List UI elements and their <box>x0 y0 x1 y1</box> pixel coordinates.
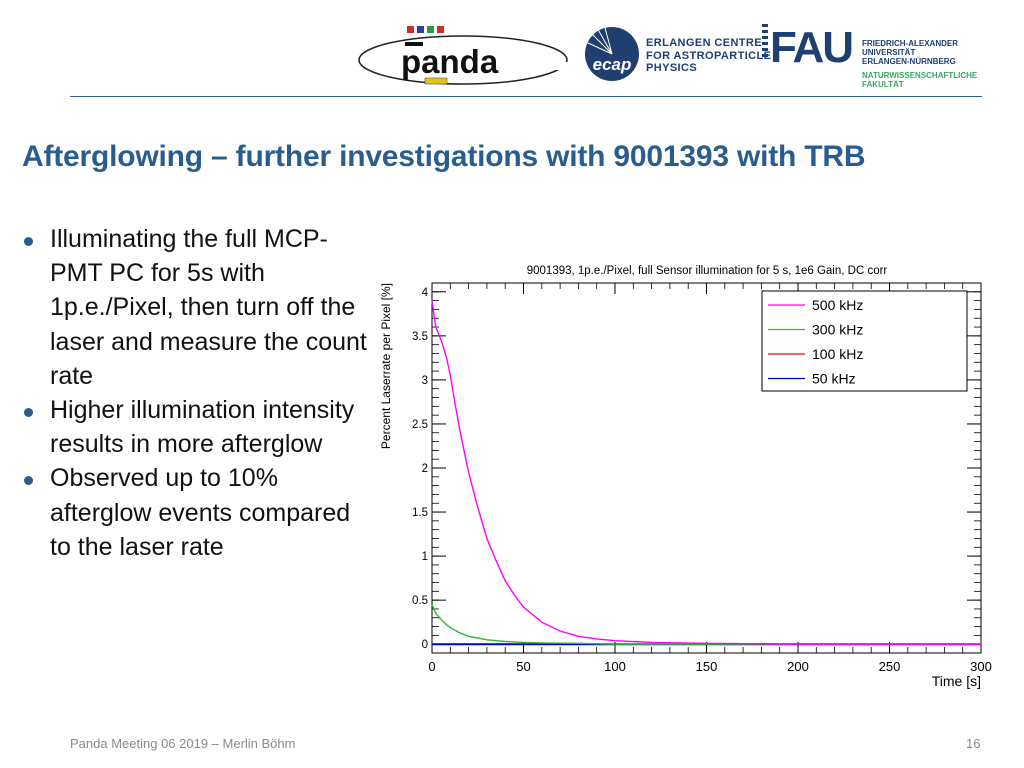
x-tick-label: 0 <box>428 659 435 674</box>
x-tick-label: 250 <box>879 659 901 674</box>
x-tick-label: 50 <box>516 659 530 674</box>
afterglow-chart: 9001393, 1p.e./Pixel, full Sensor illumi… <box>379 265 992 689</box>
bullet-item: Higher illumination intensity results in… <box>22 393 372 461</box>
x-tick-label: 150 <box>696 659 718 674</box>
header-rule <box>70 96 982 97</box>
legend-label: 100 kHz <box>812 346 863 362</box>
y-axis-label: Percent Laserrate per Pixel [%] <box>379 283 393 449</box>
x-axis-label: Time [s] <box>932 673 981 689</box>
x-tick-label: 100 <box>604 659 626 674</box>
slide-title: Afterglowing – further investigations wi… <box>22 140 866 173</box>
svg-text:ecap: ecap <box>593 55 632 74</box>
x-tick-label: 300 <box>970 659 992 674</box>
bullet-dot-icon <box>24 476 33 486</box>
series-line-500-khz <box>431 300 981 645</box>
page-number: 16 <box>966 736 981 751</box>
y-tick-label: 0 <box>422 639 428 651</box>
legend-label: 50 kHz <box>812 371 856 387</box>
panda-logo: panda <box>358 26 573 85</box>
legend-box <box>761 290 968 392</box>
y-tick-label: 2.5 <box>412 419 428 431</box>
ecap-text: ERLANGEN CENTRE FOR ASTROPARTICLE PHYSIC… <box>646 37 772 74</box>
panda-wordmark: panda <box>401 43 499 80</box>
footer-text: Panda Meeting 06 2019 – Merlin Böhm <box>70 736 296 751</box>
series-line-300-khz <box>431 604 981 645</box>
bullet-item: Illuminating the full MCP-PMT PC for 5s … <box>22 222 372 393</box>
ecap-logo-icon: ecap <box>585 23 639 81</box>
bullet-list: Illuminating the full MCP-PMT PC for 5s … <box>22 222 372 564</box>
chart-title: 9001393, 1p.e./Pixel, full Sensor illumi… <box>527 265 888 277</box>
bullet-dot-icon <box>24 237 33 246</box>
svg-text:FAU: FAU <box>770 23 852 68</box>
legend-label: 300 kHz <box>812 322 863 338</box>
y-tick-label: 3 <box>422 375 428 387</box>
y-tick-label: 1.5 <box>412 507 428 519</box>
fau-faculty: NATURWISSENSCHAFTLICHE FAKULTÄT <box>862 71 978 89</box>
y-tick-label: 2 <box>422 463 428 475</box>
fau-logo: FAU <box>762 23 854 68</box>
x-tick-label: 200 <box>787 659 809 674</box>
y-tick-label: 0.5 <box>412 595 428 607</box>
y-tick-label: 1 <box>422 551 428 563</box>
fau-text: FRIEDRICH-ALEXANDER UNIVERSITÄT ERLANGEN… <box>862 39 958 66</box>
y-tick-label: 3.5 <box>412 331 428 343</box>
bullet-item: Observed up to 10% afterglow events comp… <box>22 461 372 564</box>
y-tick-label: 4 <box>422 287 429 299</box>
bullet-dot-icon <box>24 408 33 418</box>
legend-label: 500 kHz <box>812 297 863 313</box>
